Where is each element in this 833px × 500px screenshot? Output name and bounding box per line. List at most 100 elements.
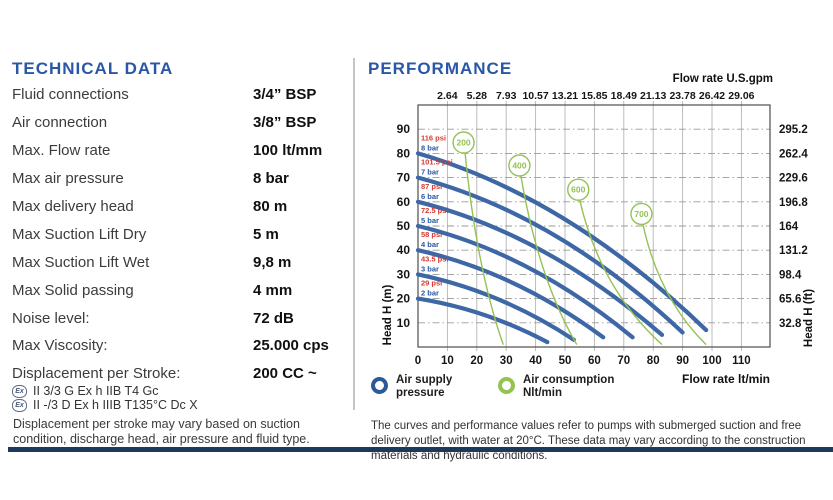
svg-text:100: 100: [702, 355, 721, 367]
table-row: Noise level: 72 dB: [12, 304, 357, 332]
bar-label: 8 bar: [421, 143, 439, 152]
svg-text:40: 40: [529, 355, 542, 367]
svg-text:30: 30: [500, 355, 513, 367]
spec-value: 9,8 m: [253, 253, 292, 271]
column-divider: [353, 58, 355, 410]
svg-text:20: 20: [470, 355, 483, 367]
psi-label: 116 psi: [421, 133, 446, 142]
svg-text:13.21: 13.21: [552, 90, 578, 102]
right-axis-ticks: 295.2 262.4 229.6 196.8 164 131.2 98.4 65.6 32.8: [779, 124, 808, 330]
svg-text:80: 80: [647, 355, 660, 367]
svg-text:295.2: 295.2: [779, 124, 808, 136]
psi-label: 58 psi: [421, 230, 442, 239]
svg-text:10: 10: [397, 316, 411, 330]
table-row: Air connection 3/8” BSP: [12, 109, 357, 137]
bar-label: 6 bar: [421, 192, 439, 201]
table-row: Fluid connections 3/4” BSP: [12, 81, 357, 109]
bar-label: 5 bar: [421, 216, 439, 225]
spec-value: 25.000 cps: [253, 337, 329, 355]
svg-text:90: 90: [676, 355, 689, 367]
spec-value: 8 bar: [253, 170, 289, 188]
technical-data-table: Fluid connections 3/4” BSP Air connectio…: [12, 81, 357, 388]
table-row: Max Suction Lift Dry 5 m: [12, 220, 357, 248]
green-ring-icon: [498, 377, 515, 394]
svg-text:80: 80: [397, 146, 411, 160]
pressure-curve: [415, 199, 665, 337]
consumption-value: 700: [634, 209, 648, 219]
svg-text:70: 70: [617, 355, 630, 367]
consumption-badge: [452, 131, 475, 154]
svg-text:60: 60: [397, 195, 411, 209]
spec-label: Displacement per Stroke:: [12, 365, 181, 383]
svg-text:262.4: 262.4: [779, 148, 808, 160]
legend-label: Air supply pressure: [396, 374, 453, 400]
axis-titles: Flow rate U.S.gpm Flow rate lt/min Head H …: [382, 73, 815, 386]
spec-label: Air connection: [12, 114, 108, 132]
svg-text:20: 20: [397, 292, 411, 306]
pressure-curve: [415, 248, 606, 340]
spec-value: 5 m: [253, 225, 279, 243]
left-axis-ticks: 90 80 70 60 50 40 30 20 10: [397, 122, 411, 330]
consumption-curve: [579, 200, 663, 346]
svg-text:2.64: 2.64: [437, 90, 458, 102]
psi-label: 43.5 psi: [421, 254, 449, 263]
chart-caption: The curves and performance values refer …: [371, 420, 806, 462]
certification-line: Ex II -/3 D Ex h IIIB T135°C Dc X: [12, 398, 198, 412]
spec-label: Max. Flow rate: [12, 142, 111, 160]
pressure-curve: [415, 272, 576, 342]
spec-value: 3/8” BSP: [253, 114, 317, 132]
svg-text:10.57: 10.57: [522, 90, 548, 102]
svg-text:60: 60: [588, 355, 601, 367]
svg-text:164: 164: [779, 221, 799, 233]
footer-rule: [8, 447, 833, 452]
displacement-note: Displacement per stroke may vary based o…: [13, 417, 310, 447]
spec-value: 3/4” BSP: [253, 86, 317, 104]
consumption-badge: [567, 178, 590, 201]
svg-text:98.4: 98.4: [779, 269, 802, 281]
consumption-curve: [464, 152, 504, 345]
grid: [418, 101, 770, 351]
pressure-curve: [415, 175, 685, 335]
performance-title: PERFORMANCE: [368, 59, 513, 78]
spec-label: Max Suction Lift Wet: [12, 253, 150, 271]
top-axis-ticks: 2.64 5.28 7.93 10.57 13.21 15.85 18.49 21.13 23.…: [437, 90, 755, 102]
consumption-badge: [508, 154, 531, 177]
svg-text:Flow rate U.S.gpm: Flow rate U.S.gpm: [673, 73, 773, 85]
svg-text:26.42: 26.42: [699, 90, 725, 102]
spec-label: Max Suction Lift Dry: [12, 225, 147, 243]
ex-atex-icon: Ex: [12, 398, 27, 412]
bar-label: 3 bar: [421, 264, 439, 273]
consumption-curve: [520, 175, 578, 345]
legend-air-supply: Air supply pressure: [371, 374, 452, 400]
pressure-curve: [415, 223, 635, 340]
spec-label: Noise level:: [12, 309, 90, 327]
psi-label: 101.5 psi: [421, 158, 453, 167]
svg-text:29.06: 29.06: [728, 90, 754, 102]
blue-ring-icon: [371, 377, 388, 394]
svg-text:50: 50: [397, 219, 411, 233]
table-row: Max air pressure 8 bar: [12, 165, 357, 193]
consumption-value: 200: [456, 138, 470, 148]
svg-text:Flow rate lt/min: Flow rate lt/min: [682, 372, 770, 386]
svg-text:7.93: 7.93: [496, 90, 517, 102]
spec-value: 4 mm: [253, 281, 293, 299]
svg-text:0: 0: [415, 355, 421, 367]
consumption-value: 400: [512, 161, 526, 171]
bar-label: 4 bar: [421, 240, 439, 249]
certification-block: Ex II 3/3 G Ex h IIB T4 Gc Ex II -/3 D E…: [12, 384, 198, 412]
spec-label: Max delivery head: [12, 198, 134, 215]
svg-text:21.13: 21.13: [640, 90, 666, 102]
svg-text:90: 90: [397, 122, 411, 136]
bar-label: 7 bar: [421, 168, 439, 177]
air-consumption-curves: 200 400 600 700: [452, 131, 707, 346]
svg-text:5.28: 5.28: [467, 90, 488, 102]
legend-air-consumption: Air consumption Nlt/min: [498, 374, 614, 400]
svg-text:15.85: 15.85: [581, 90, 607, 102]
consumption-value: 600: [571, 185, 585, 195]
ex-atex-icon: Ex: [12, 384, 27, 398]
technical-data-title: TECHNICAL DATA: [12, 59, 174, 78]
pressure-curve: [415, 296, 550, 345]
bottom-axis-ticks: 0 10 20 30 40 50 60 70 80 90 100 110: [415, 355, 751, 367]
